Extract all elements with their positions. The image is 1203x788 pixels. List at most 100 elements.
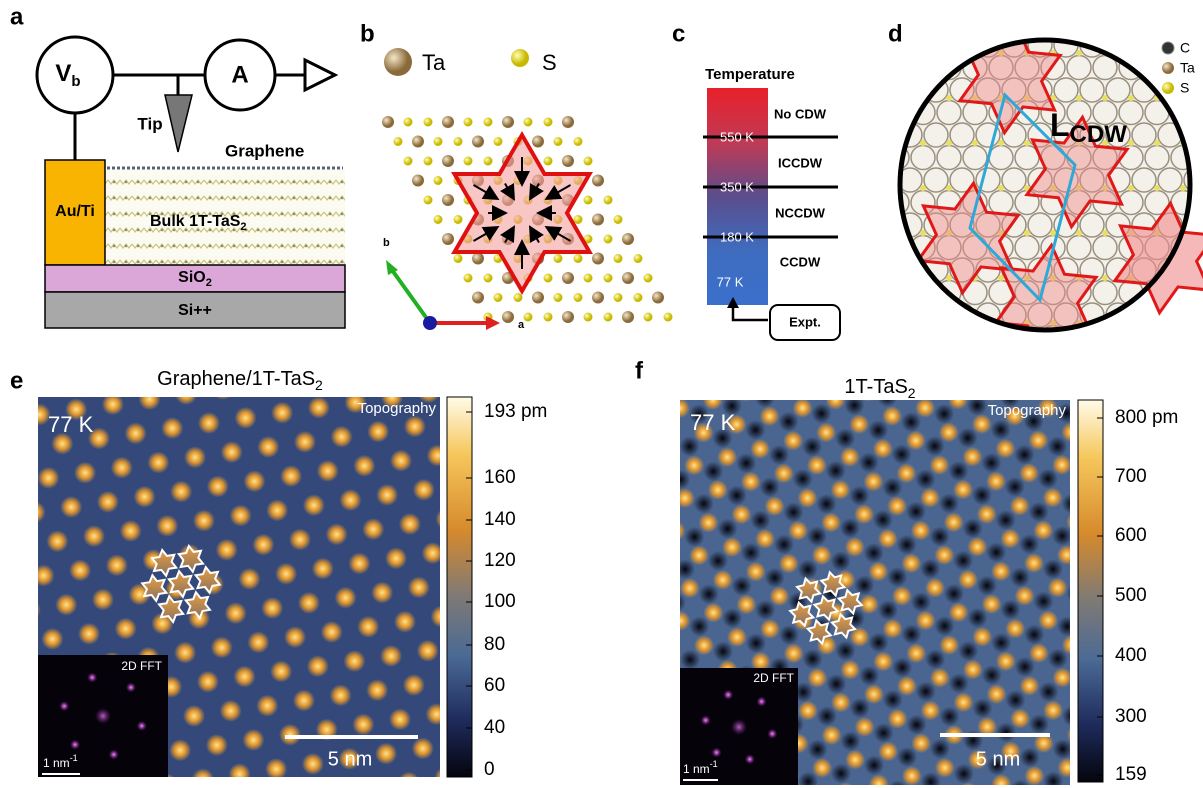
s-atom (574, 293, 583, 302)
fft-inset: 2D FFT 1 nm-1 (680, 668, 798, 785)
s-atom (544, 313, 553, 322)
s-atom (434, 215, 443, 224)
ta-atom (592, 253, 604, 265)
colorbar-label: 80 (484, 634, 505, 655)
colorbar-label: 700 (1115, 466, 1147, 487)
panel-label: f (635, 357, 644, 384)
legend-label: Ta (422, 50, 446, 75)
oxide-sub: 2 (206, 277, 212, 289)
colorbar-label: 193 pm (484, 401, 547, 422)
colorbar-label: 40 (484, 717, 505, 738)
panel-d: d LCDW C Ta S (888, 20, 1203, 354)
ta-atom (472, 136, 484, 148)
fft-spot (126, 682, 136, 692)
temperature-label: 77 K (690, 410, 736, 435)
fft-label: 2D FFT (753, 671, 794, 685)
fft-spot (723, 690, 733, 700)
colorbar-label: 160 (484, 467, 516, 488)
s-atom (424, 196, 433, 205)
fft-spot (137, 721, 147, 731)
fft-center (731, 719, 747, 735)
ta-atom (562, 272, 574, 284)
bulk-sub: 2 (240, 221, 246, 233)
s-atom (584, 274, 593, 283)
s-atom (514, 293, 523, 302)
axis-label: b (383, 237, 390, 249)
connector (733, 303, 768, 320)
s-atom (484, 118, 493, 127)
colorbar-label: 140 (484, 509, 516, 530)
s-atom (494, 137, 503, 146)
fft-spot (757, 697, 767, 707)
s-atom (464, 118, 473, 127)
colorbar-label: 60 (484, 675, 505, 696)
s-atom (404, 157, 413, 166)
s-atom (524, 118, 533, 127)
ta-atom (622, 311, 634, 323)
s-atom (614, 254, 623, 263)
bulk-label: Bulk 1T-TaS2 (150, 213, 247, 233)
colorbar-label: 500 (1115, 585, 1147, 606)
ta-atom (382, 116, 394, 128)
colorbar-label: 159 (1115, 764, 1147, 785)
legend-marker (1162, 42, 1174, 54)
contact-label: Au/Ti (55, 203, 95, 220)
figure: a Vb A Tip Graphene Au/Ti Bulk 1T-TaS2 S… (0, 0, 1203, 788)
image-title: 1T-TaS2 (844, 376, 915, 400)
fft-scale-value: 1 nm (43, 756, 70, 770)
temperature-label: 77 K (48, 412, 94, 437)
fft-inset: 2D FFT 1 nm-1 (38, 655, 168, 777)
fft-spot (109, 750, 119, 760)
s-atom (604, 313, 613, 322)
s-atom (574, 254, 583, 263)
s-atom (584, 313, 593, 322)
colorbar-label: 120 (484, 550, 516, 571)
s-atom (634, 293, 643, 302)
tip-label: Tip (137, 114, 162, 133)
ta-atom (562, 155, 574, 167)
period-sub: CDW (1070, 121, 1128, 148)
fft-label: 2D FFT (121, 659, 162, 673)
image-title: Graphene/1T-TaS2 (157, 368, 323, 392)
s-atom (554, 137, 563, 146)
panel-e: e Graphene/1T-TaS2 77 K Topography 2D FF… (10, 367, 547, 780)
s-atom (614, 215, 623, 224)
title-sub: 2 (315, 377, 323, 393)
transition-label: 180 K (720, 229, 754, 244)
s-atom (664, 313, 673, 322)
phase-label: NCCDW (775, 205, 826, 220)
s-atom (544, 274, 553, 283)
bulk: Bulk 1T-TaS (150, 213, 241, 230)
graphene-label: Graphene (225, 141, 304, 160)
s-atom (394, 137, 403, 146)
scale-label: 5 nm (976, 748, 1020, 770)
axis-title: Temperature (705, 66, 795, 83)
ta-atom (562, 311, 574, 323)
ta-atom (442, 233, 454, 245)
panel-label: b (360, 20, 375, 47)
ta-atom (592, 214, 604, 226)
s-atom (644, 274, 653, 283)
fft-spot (745, 754, 755, 764)
ta-atom (442, 116, 454, 128)
title-sub: 2 (908, 385, 916, 401)
experiment-label: Expt. (789, 314, 821, 329)
fft-spot (711, 747, 721, 757)
phase-label: ICCDW (778, 155, 823, 170)
ta-atom (412, 136, 424, 148)
axis-label: a (518, 319, 525, 331)
colorbar-label: 600 (1115, 525, 1147, 546)
substrate-label: Si++ (178, 302, 212, 319)
panel-f: f 1T-TaS2 77 K Topography 2D FFT 1 nm-1 … (635, 357, 1178, 785)
voltage: V (55, 60, 71, 87)
axis-c (423, 316, 437, 330)
s-atom (614, 293, 623, 302)
s-atom (484, 157, 493, 166)
scale-label: 5 nm (328, 748, 372, 770)
oxide: SiO (178, 269, 206, 286)
ta-atom (592, 175, 604, 187)
s-atom (554, 293, 563, 302)
s-atom (644, 313, 653, 322)
colorbar-label: 400 (1115, 645, 1147, 666)
legend-label: Ta (1180, 60, 1195, 76)
